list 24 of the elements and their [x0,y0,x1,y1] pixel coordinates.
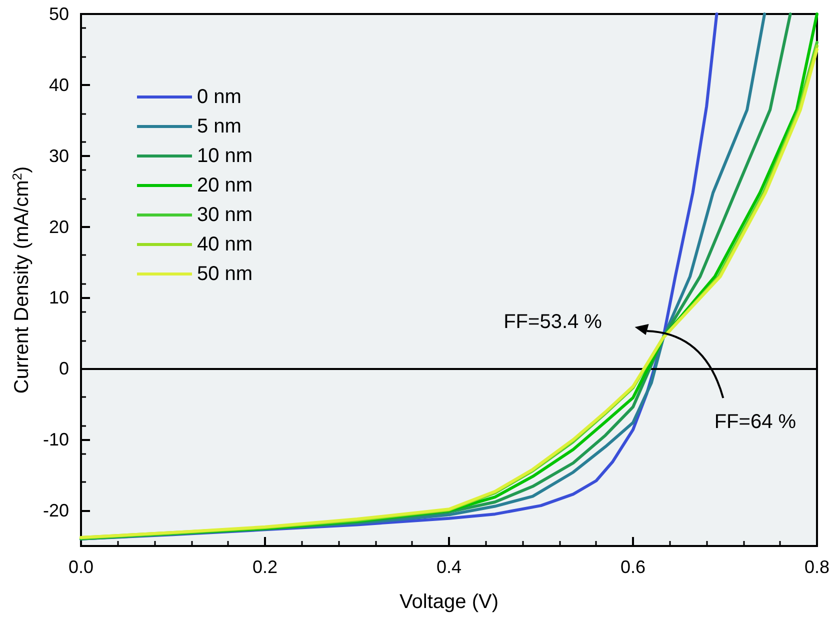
y-tick-label: -20 [42,500,69,521]
y-axis-title: Current Density (mA/cm2) [10,166,34,394]
x-tick-label: 0.8 [804,557,830,577]
x-tick-label: 0.0 [68,557,94,577]
legend-label: 20 nm [197,174,253,196]
annotation: FF=64 % [714,411,796,434]
y-tick-label: 50 [48,4,69,24]
legend-label: 10 nm [197,145,253,167]
y-tick-label: 20 [48,216,69,237]
x-tick-label: 0.6 [620,557,646,577]
y-tick-label: -10 [42,430,69,450]
legend-label: 40 nm [197,234,253,256]
legend-label: 0 nm [197,86,242,108]
x-axis-title: Voltage (V) [400,591,498,613]
x-tick-label: 0.4 [436,557,462,577]
legend-label: 50 nm [197,263,253,285]
y-tick-label: 30 [48,146,69,166]
x-tick-label: 0.2 [252,557,278,577]
legend-label: 5 nm [197,116,242,138]
y-tick-label: 0 [58,358,69,379]
annotation: FF=53.4 % [504,311,602,334]
y-tick-label: 10 [48,288,69,308]
y-tick-label: 40 [48,74,69,95]
legend-label: 30 nm [197,204,253,226]
